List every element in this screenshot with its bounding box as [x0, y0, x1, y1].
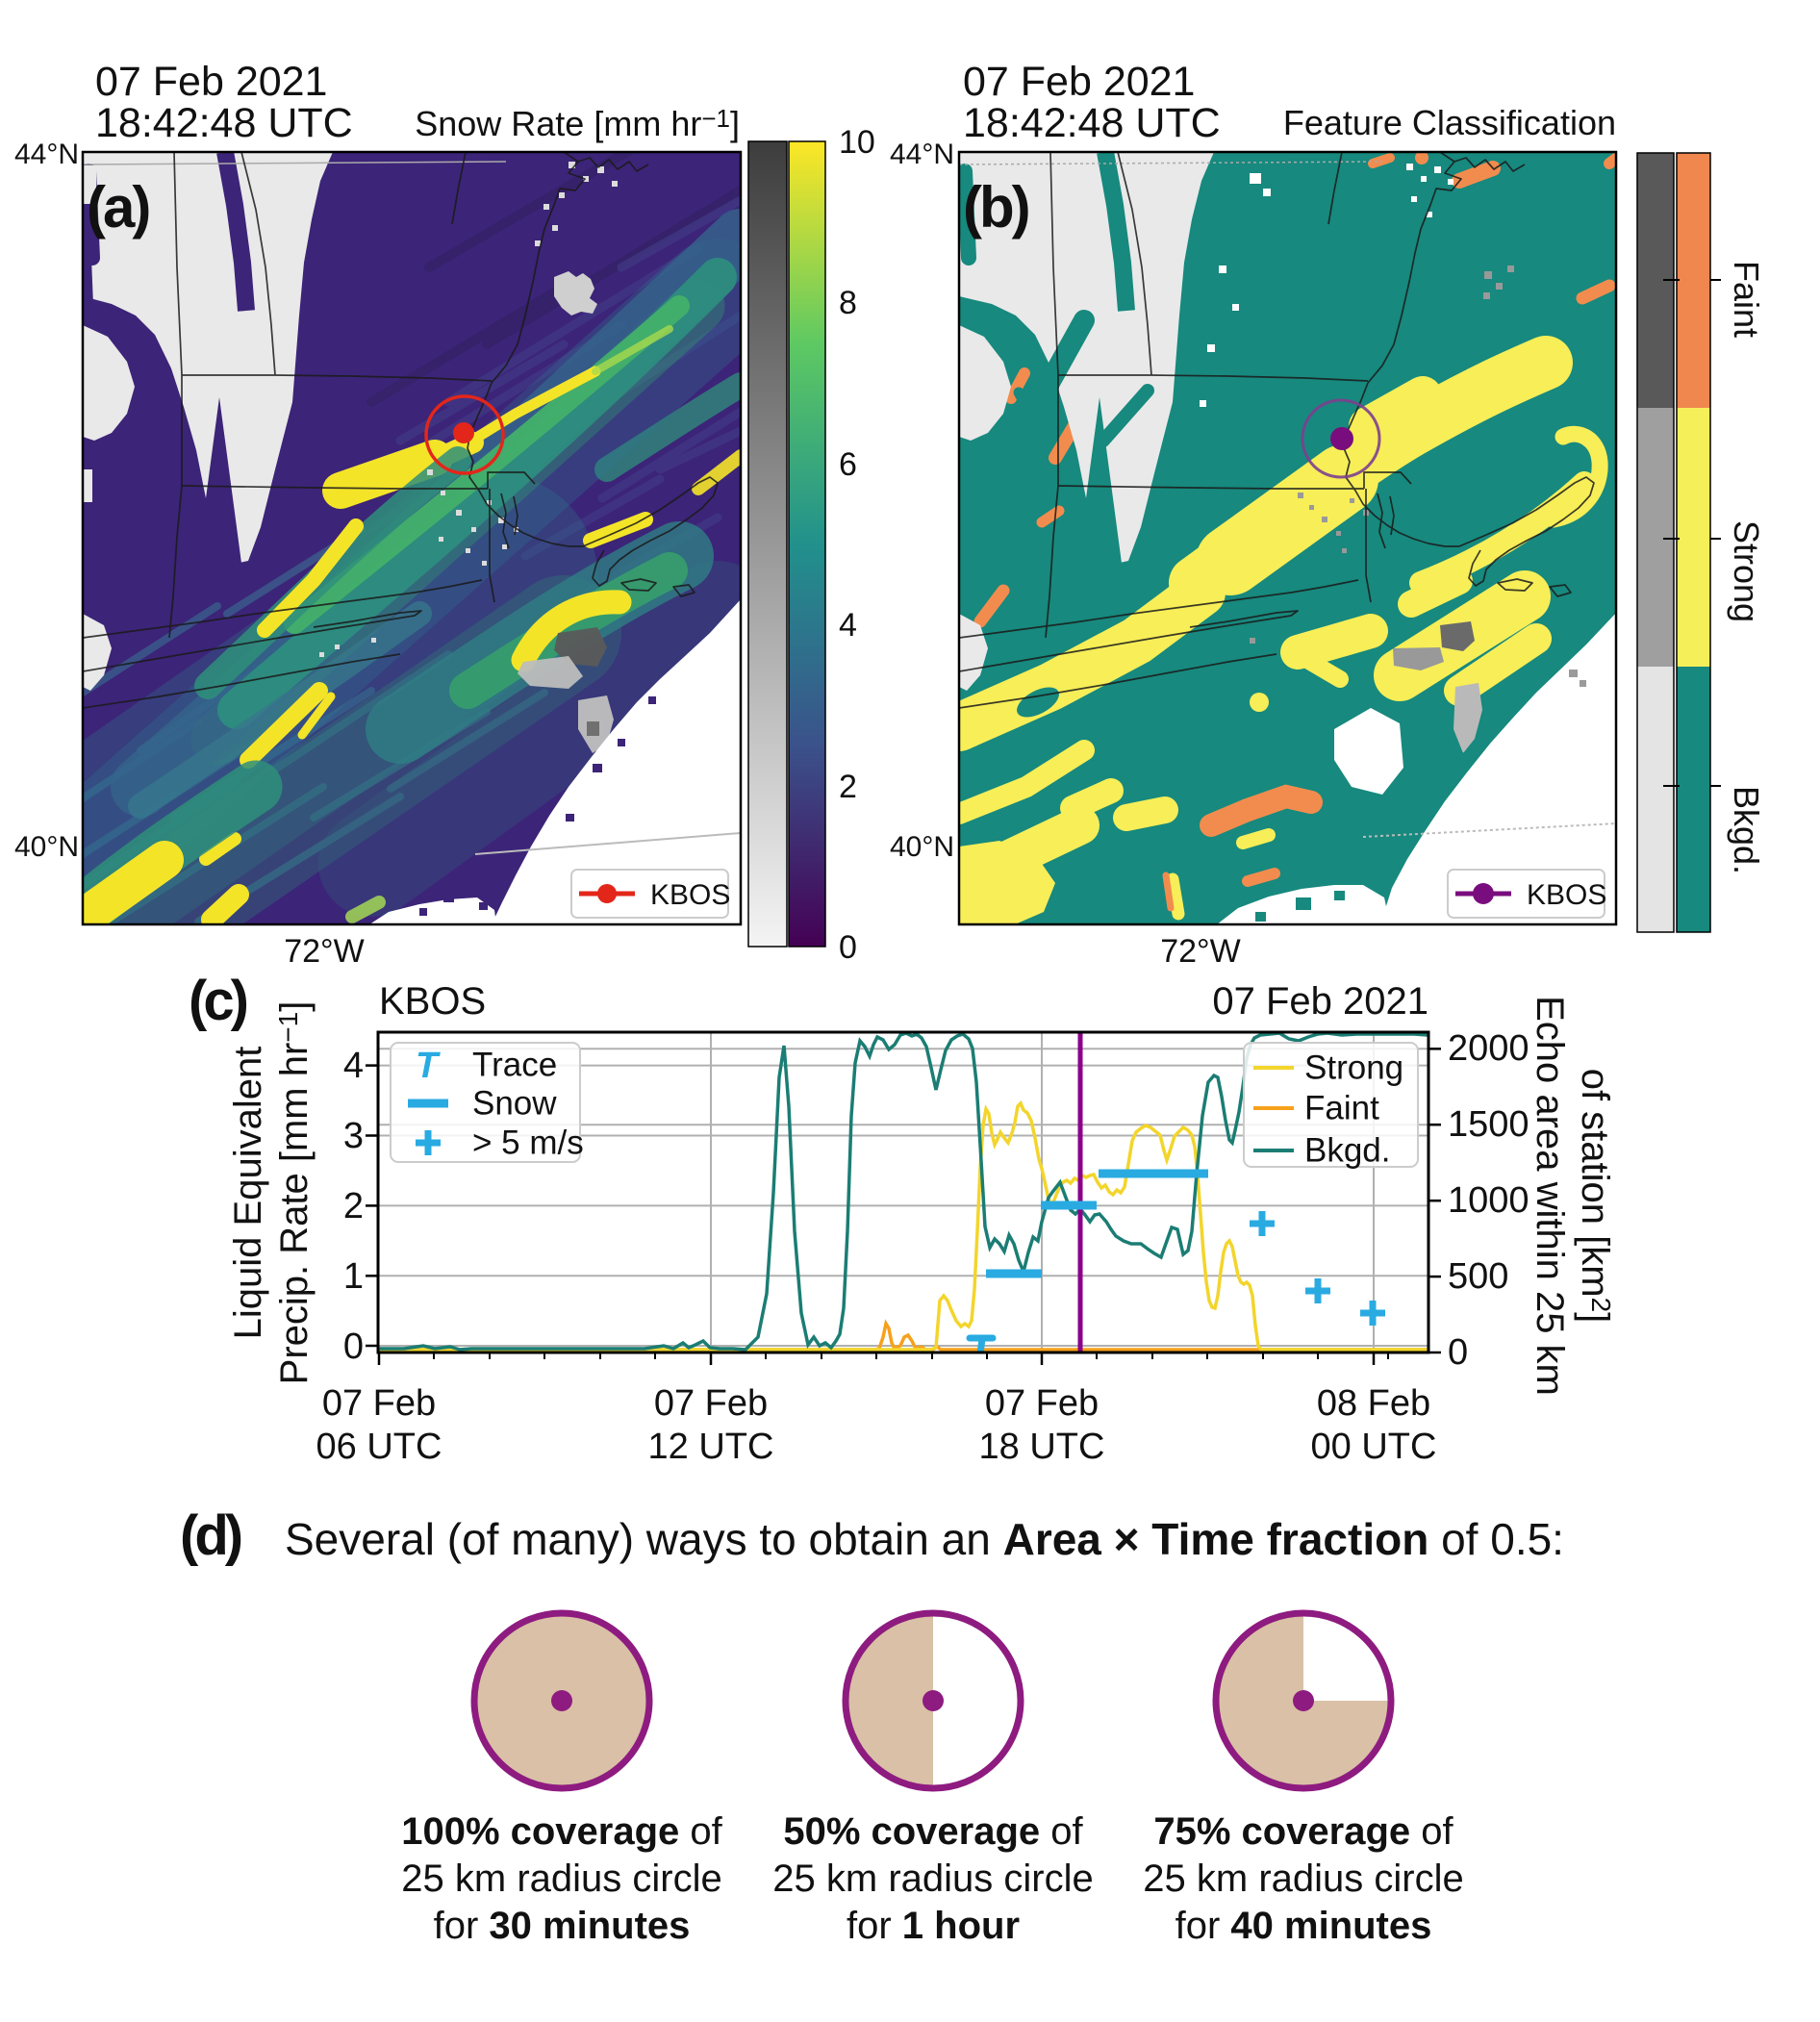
svg-text:KBOS: KBOS	[1527, 879, 1606, 911]
svg-text:T: T	[416, 1046, 441, 1086]
svg-text:KBOS: KBOS	[650, 879, 730, 911]
